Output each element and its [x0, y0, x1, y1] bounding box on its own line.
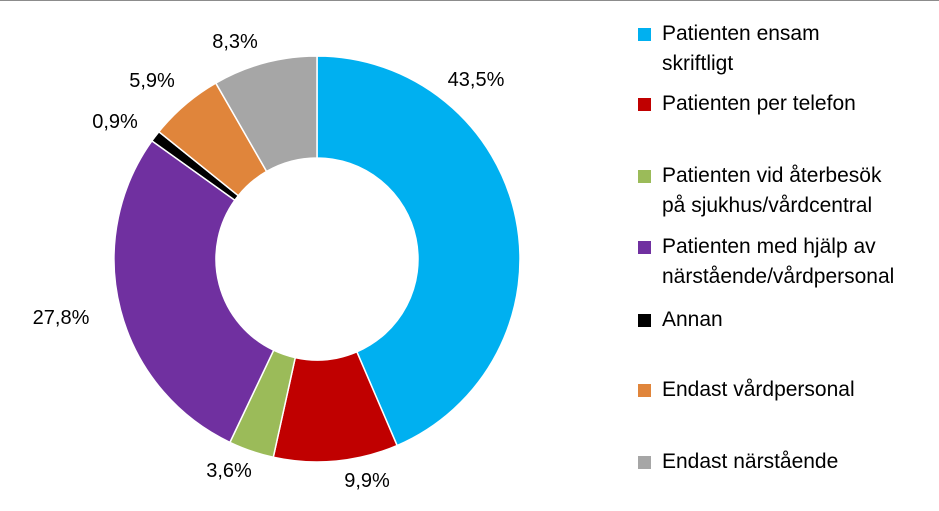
data-label-patienten-vid-aterbesok-pa-sjukhus-vardcentral: 3,6%	[206, 460, 252, 482]
legend-swatch	[638, 98, 651, 111]
data-label-annan: 0,9%	[92, 111, 138, 133]
legend-label-line1: Patienten per telefon	[662, 92, 856, 115]
legend-item-patienten-med-hjalp: Patienten med hjälp av närstående/vårdpe…	[638, 232, 938, 292]
legend-item-patienten-ensam-skriftligt: Patienten ensam skriftligt	[638, 19, 938, 79]
legend-label-line1: Endast vårdpersonal	[662, 378, 855, 401]
legend-swatch	[638, 384, 651, 397]
legend-item-endast-vardpersonal: Endast vårdpersonal	[638, 375, 938, 405]
data-label-patienten-ensam-skriftligt: 43,5%	[448, 69, 505, 91]
legend-label-line2: skriftligt	[662, 52, 734, 75]
legend-label-line1: Patienten ensam	[662, 22, 820, 45]
legend-label-line1: Annan	[662, 308, 723, 331]
legend-swatch	[638, 28, 651, 41]
data-label-endast-narstaende: 8,3%	[212, 31, 258, 53]
slice-patienten-ensam-skriftligt	[316, 55, 521, 447]
legend-swatch	[638, 314, 651, 327]
slice-patienten-med-hjalp-av-narstaende-vardpersonal	[113, 139, 275, 444]
legend-item-patienten-per-telefon: Patienten per telefon	[638, 89, 938, 119]
legend-swatch	[638, 456, 651, 469]
legend-label-line1: Patienten vid återbesök	[662, 164, 882, 187]
legend-item-annan: Annan	[638, 305, 938, 335]
legend-label-line1: Patienten med hjälp av	[662, 235, 876, 258]
legend-label-line2: på sjukhus/vårdcentral	[662, 194, 873, 217]
data-label-patienten-med-hjalp-av-narstaende-vardpersonal: 27,8%	[33, 307, 90, 329]
donut-chart: 43,5% 9,9% 3,6% 27,8% 0,9% 5,9% 8,3%	[33, 31, 521, 492]
data-label-patienten-per-telefon: 9,9%	[344, 470, 390, 492]
legend-item-endast-narstaende: Endast närstående	[638, 447, 938, 477]
slice-endast-narstaende	[214, 55, 318, 173]
legend-swatch	[638, 241, 651, 254]
legend-item-patienten-vid-aterbesok: Patienten vid återbesök på sjukhus/vårdc…	[638, 161, 938, 221]
data-label-endast-vardpersonal: 5,9%	[129, 70, 175, 92]
legend: Patienten ensam skriftligt Patienten per…	[638, 1, 938, 511]
legend-swatch	[638, 170, 651, 183]
legend-label-line2: närstående/vårdpersonal	[662, 265, 895, 288]
legend-label-line1: Endast närstående	[662, 450, 839, 473]
